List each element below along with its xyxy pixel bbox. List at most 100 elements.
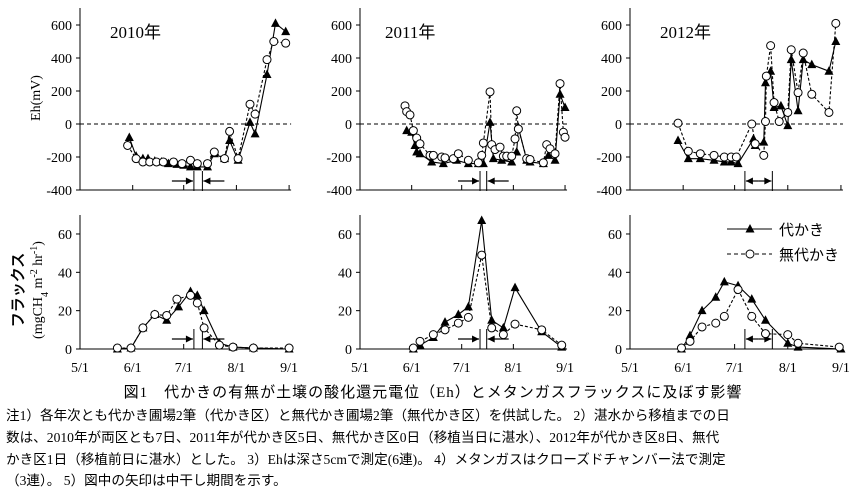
data-point-unplowed bbox=[209, 147, 219, 157]
data-point-plowed bbox=[427, 156, 437, 166]
data-point-plowed bbox=[186, 161, 195, 171]
x-tick-label: 9/1 bbox=[556, 361, 574, 376]
data-point-unplowed bbox=[731, 152, 741, 162]
data-point-unplowed bbox=[525, 154, 535, 164]
data-point-plowed bbox=[776, 100, 786, 110]
y-tick-label: 400 bbox=[601, 52, 622, 67]
data-point-unplowed bbox=[537, 325, 547, 335]
data-point-unplowed bbox=[428, 150, 438, 160]
y-tick-label: 200 bbox=[51, 85, 72, 100]
data-point-unplowed bbox=[440, 153, 450, 163]
data-point-plowed bbox=[245, 117, 255, 126]
data-point-plowed bbox=[440, 317, 450, 326]
y-tick-label: 40 bbox=[608, 266, 622, 281]
data-point-unplowed bbox=[831, 18, 841, 28]
data-point-unplowed bbox=[793, 88, 803, 98]
flux-axis-unit: (mgCH4 m-2 hr-1) bbox=[29, 241, 51, 339]
data-point-unplowed bbox=[683, 146, 693, 156]
x-tick-label: 8/1 bbox=[779, 361, 797, 376]
data-point-unplowed bbox=[759, 150, 769, 160]
flux-axis-unit-part: ) bbox=[31, 241, 46, 246]
y-tick-label: 0 bbox=[615, 343, 622, 358]
data-point-plowed bbox=[487, 315, 497, 324]
legend-label: 代かき bbox=[779, 221, 824, 239]
x-tick-label: 7/1 bbox=[175, 361, 193, 376]
data-point-unplowed bbox=[783, 107, 793, 117]
data-point-unplowed bbox=[158, 157, 168, 167]
y-tick-label: 40 bbox=[58, 266, 72, 281]
y-tick-label: 60 bbox=[608, 228, 622, 243]
year-label: 2012年 bbox=[660, 23, 711, 42]
y-tick-label: 200 bbox=[331, 85, 352, 100]
flux-panel-2011年: 0 20 40 60 5/1 6/1 7/1 8/1 9/1 bbox=[338, 215, 574, 376]
data-point-plowed bbox=[250, 128, 260, 138]
data-point-unplowed bbox=[138, 323, 148, 333]
data-point-unplowed bbox=[123, 140, 133, 150]
data-point-plowed bbox=[697, 305, 707, 315]
y-tick-label: -400 bbox=[326, 184, 352, 199]
y-tick-label: 0 bbox=[615, 118, 622, 133]
data-point-unplowed bbox=[192, 298, 202, 308]
data-point-unplowed bbox=[495, 142, 505, 152]
data-point-plowed bbox=[174, 301, 184, 311]
data-point-unplowed bbox=[747, 311, 757, 321]
y-tick-label: -400 bbox=[596, 184, 622, 199]
y-tick-label: 200 bbox=[601, 85, 622, 100]
x-tick-label: 6/1 bbox=[403, 361, 421, 376]
data-point-plowed bbox=[262, 69, 272, 78]
data-point-plowed bbox=[747, 294, 757, 303]
flux-axis-unit-part: -1 bbox=[29, 246, 40, 254]
arrow-head bbox=[185, 335, 193, 343]
data-point-unplowed bbox=[408, 343, 418, 353]
data-point-unplowed bbox=[485, 87, 495, 97]
y-tick-label: 400 bbox=[331, 52, 352, 67]
x-tick-label: 9/1 bbox=[280, 361, 298, 376]
x-tick-label: 5/1 bbox=[71, 361, 89, 376]
data-point-unplowed bbox=[760, 329, 770, 339]
data-point-unplowed bbox=[440, 325, 450, 335]
data-point-unplowed bbox=[719, 311, 729, 321]
flux-axis-unit-part: -2 bbox=[29, 269, 40, 277]
data-point-plowed bbox=[124, 132, 134, 142]
y-tick-label: 0 bbox=[65, 343, 72, 358]
data-point-unplowed bbox=[560, 132, 570, 142]
data-point-plowed bbox=[507, 156, 517, 166]
data-point-unplowed bbox=[415, 139, 425, 149]
data-point-unplowed bbox=[192, 159, 202, 169]
data-point-unplowed bbox=[555, 79, 565, 89]
data-point-unplowed bbox=[220, 154, 229, 164]
data-point-plowed bbox=[673, 135, 683, 144]
data-point-plowed bbox=[685, 330, 695, 340]
data-point-plowed bbox=[550, 155, 560, 164]
data-point-unplowed bbox=[697, 322, 707, 332]
data-point-unplowed bbox=[733, 285, 743, 295]
data-point-plowed bbox=[719, 276, 729, 286]
y-tick-label: -200 bbox=[596, 151, 622, 166]
data-point-unplowed bbox=[676, 343, 686, 353]
arrow-head bbox=[487, 177, 495, 185]
data-point-unplowed bbox=[225, 126, 235, 136]
flux-axis-unit-part: (mgCH bbox=[31, 297, 46, 339]
data-point-plowed bbox=[711, 292, 721, 301]
data-point-unplowed bbox=[284, 343, 294, 353]
data-point-unplowed bbox=[477, 150, 487, 160]
data-point-unplowed bbox=[478, 138, 488, 148]
x-tick-label: 6/1 bbox=[674, 361, 692, 376]
data-point-unplowed bbox=[807, 89, 817, 99]
data-point-plowed bbox=[543, 150, 553, 159]
year-label: 2011年 bbox=[385, 23, 435, 42]
data-point-unplowed bbox=[709, 150, 719, 160]
data-point-unplowed bbox=[172, 294, 182, 304]
data-point-unplowed bbox=[112, 343, 122, 353]
data-point-unplowed bbox=[453, 149, 463, 159]
eh-panel-2011年: -400 -200 0 200 400 600 2011年 bbox=[326, 8, 570, 199]
x-tick-label: 9/1 bbox=[832, 361, 850, 376]
data-point-unplowed bbox=[281, 38, 291, 48]
data-point-plowed bbox=[760, 77, 770, 87]
y-tick-label: 600 bbox=[601, 19, 622, 34]
x-tick-label: 5/1 bbox=[621, 361, 639, 376]
data-point-unplowed bbox=[793, 338, 803, 348]
data-point-plowed bbox=[783, 120, 793, 130]
